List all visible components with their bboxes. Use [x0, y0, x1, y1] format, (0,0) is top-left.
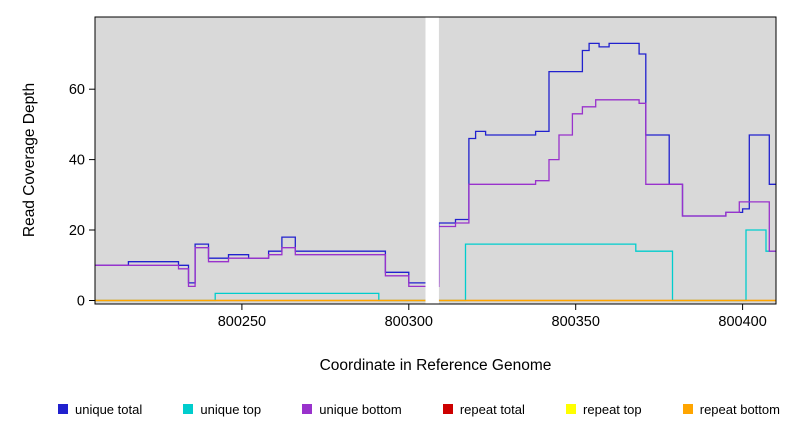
missing-data-band	[425, 17, 439, 304]
series-line-unique-bottom	[95, 99, 776, 288]
x-tick-label: 800350	[552, 314, 600, 330]
legend-item-unique-top: unique top	[183, 402, 261, 417]
y-tick-label: 20	[69, 223, 85, 239]
legend-label: unique top	[200, 401, 262, 417]
legend-swatch-repeat-total	[442, 404, 453, 414]
legend-item-unique-bottom: unique bottom	[302, 401, 402, 417]
legend-item-unique-total: unique total	[58, 402, 142, 417]
x-tick-label: 800400	[718, 314, 766, 330]
plot-border	[94, 16, 777, 305]
x-tick-label: 800250	[218, 314, 266, 330]
legend-label: repeat top	[583, 401, 642, 417]
y-tick-label: 60	[69, 82, 85, 98]
legend-swatch-repeat-top	[566, 404, 577, 414]
x-tick-label: 800300	[385, 314, 433, 330]
legend: unique total unique top unique bottom re…	[0, 398, 792, 420]
series-line-unique-top	[95, 229, 776, 302]
legend-label: repeat bottom	[699, 401, 780, 417]
legend-label: repeat total	[459, 401, 525, 417]
legend-item-repeat-top: repeat top	[566, 402, 642, 417]
y-tick-label: 0	[77, 294, 85, 310]
legend-swatch-unique-bottom	[302, 404, 313, 414]
legend-swatch-repeat-bottom	[682, 404, 693, 414]
legend-item-repeat-bottom: repeat bottom	[682, 401, 780, 417]
legend-swatch-unique-total	[58, 404, 68, 414]
legend-label: unique bottom	[319, 401, 402, 417]
legend-label: unique total	[75, 401, 143, 417]
x-axis-title: Coordinate in Reference Genome	[319, 357, 552, 374]
y-tick-label: 40	[69, 153, 85, 169]
legend-swatch-unique-top	[183, 404, 194, 414]
legend-item-repeat-total: repeat total	[442, 401, 525, 417]
y-axis-title: Read Coverage Depth	[21, 82, 38, 238]
